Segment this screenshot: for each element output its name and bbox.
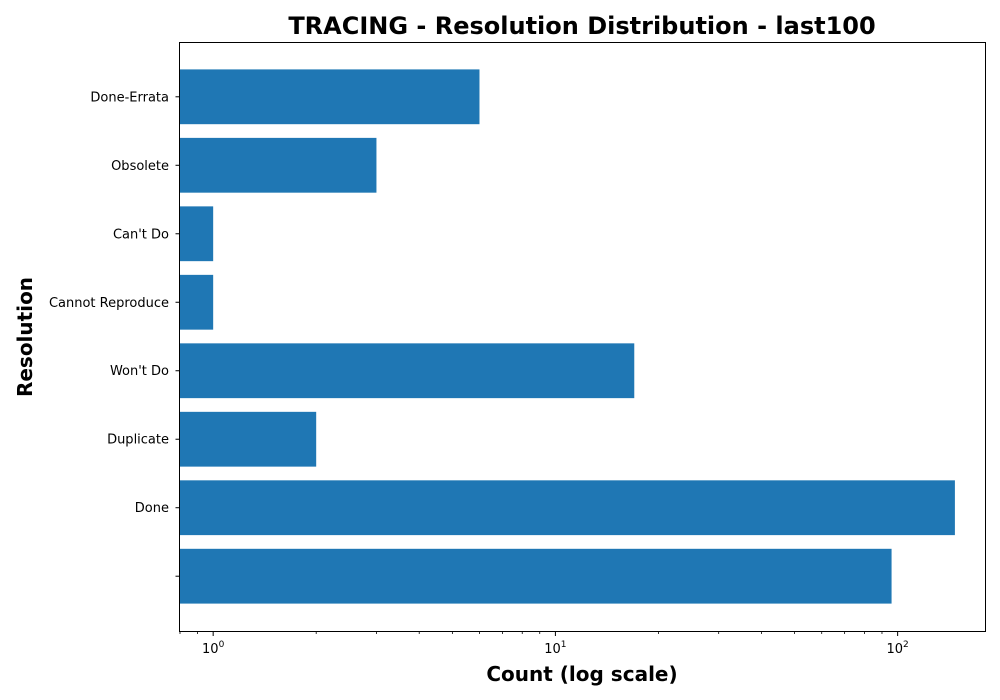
bar bbox=[180, 343, 635, 399]
y-tick-label: Can't Do bbox=[113, 227, 169, 242]
bar bbox=[180, 411, 317, 467]
x-tick-label: 100 bbox=[202, 640, 225, 657]
y-axis-label: Resolution bbox=[13, 277, 37, 397]
y-tick-label: Won't Do bbox=[110, 364, 169, 379]
y-tick-label: Obsolete bbox=[111, 159, 169, 174]
bar bbox=[180, 206, 214, 262]
y-tick-label: Cannot Reproduce bbox=[49, 296, 169, 311]
chart-title: TRACING - Resolution Distribution - last… bbox=[288, 12, 875, 40]
bar bbox=[180, 480, 955, 536]
x-tick-label: 101 bbox=[544, 640, 566, 657]
y-axis-ticks: Done Duplicate Won't Do Cannot Reproduce Can… bbox=[49, 90, 180, 577]
y-tick-label: Duplicate bbox=[107, 433, 169, 448]
bar bbox=[180, 548, 892, 604]
y-tick-label: Done-Errata bbox=[90, 90, 169, 105]
bar bbox=[180, 274, 214, 330]
bar-group bbox=[180, 69, 955, 604]
plot-frame bbox=[179, 42, 986, 632]
bar bbox=[180, 69, 480, 125]
x-tick-label: 102 bbox=[886, 640, 908, 657]
y-tick-label: Done bbox=[135, 501, 169, 516]
bar bbox=[180, 137, 377, 193]
x-axis-label: Count (log scale) bbox=[486, 662, 677, 686]
x-axis-ticks: 100 101 102 bbox=[179, 631, 909, 657]
